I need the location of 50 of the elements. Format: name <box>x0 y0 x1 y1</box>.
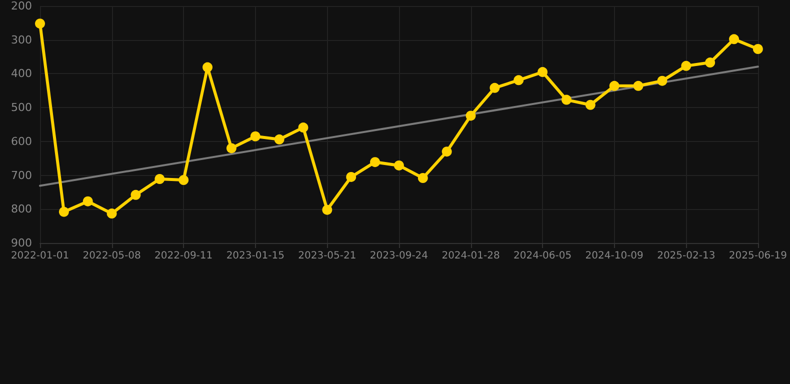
point <box>154 174 165 184</box>
point <box>202 62 213 72</box>
point <box>106 208 117 219</box>
point <box>752 44 763 54</box>
point <box>58 206 69 217</box>
point <box>130 190 141 200</box>
point <box>226 143 236 154</box>
x-tick-label: 2025-06-19 <box>728 250 788 262</box>
y-tick-label: 400 <box>11 67 32 80</box>
point <box>609 80 620 91</box>
point <box>514 75 524 86</box>
x-tick-label: 2024-06-05 <box>513 250 572 262</box>
point <box>562 94 572 105</box>
point <box>35 18 45 29</box>
point <box>274 134 284 144</box>
x-tick-label: 2023-01-15 <box>226 250 284 262</box>
y-tick-label: 800 <box>11 202 32 216</box>
x-tick-label: 2024-10-09 <box>585 250 644 262</box>
point <box>250 131 260 142</box>
x-tick-label: 2023-09-24 <box>370 250 428 262</box>
x-tick-label: 2022-05-08 <box>82 250 141 262</box>
point <box>585 100 596 110</box>
x-tick-label: 2022-01-01 <box>10 250 70 262</box>
point <box>490 82 500 93</box>
point <box>729 34 740 44</box>
point <box>370 157 380 168</box>
y-tick-label: 200 <box>11 0 32 12</box>
point <box>418 172 428 183</box>
y-tick-label: 600 <box>11 134 32 148</box>
point <box>681 60 692 71</box>
point <box>633 80 644 91</box>
x-tick-label: 2023-05-21 <box>298 250 356 262</box>
point <box>705 58 716 68</box>
y-tick-label: 300 <box>11 33 32 46</box>
point <box>322 204 332 215</box>
point <box>178 175 189 186</box>
point <box>657 76 668 86</box>
point <box>82 196 93 206</box>
point <box>442 146 452 157</box>
point <box>538 67 548 78</box>
y-tick-label: 500 <box>11 101 32 114</box>
y-tick-label: 900 <box>11 236 32 250</box>
x-tick-label: 2024-01-28 <box>442 250 500 262</box>
x-tick-label: 2022-09-11 <box>154 250 213 262</box>
point <box>394 160 404 170</box>
y-tick-label: 700 <box>11 168 32 182</box>
x-tick-label: 2025-02-13 <box>657 250 716 262</box>
point <box>298 122 308 133</box>
point <box>346 172 356 182</box>
point <box>466 110 476 121</box>
